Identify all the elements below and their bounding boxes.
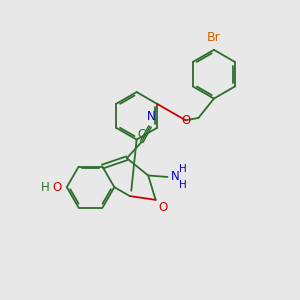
Text: N: N xyxy=(146,110,155,124)
Text: O: O xyxy=(52,181,62,194)
Text: C: C xyxy=(138,128,146,141)
Text: H: H xyxy=(179,164,187,174)
Text: O: O xyxy=(158,201,167,214)
Text: H: H xyxy=(41,181,50,194)
Text: O: O xyxy=(181,114,190,127)
Text: H: H xyxy=(179,180,187,190)
Text: N: N xyxy=(170,170,179,183)
Text: Br: Br xyxy=(207,32,221,44)
